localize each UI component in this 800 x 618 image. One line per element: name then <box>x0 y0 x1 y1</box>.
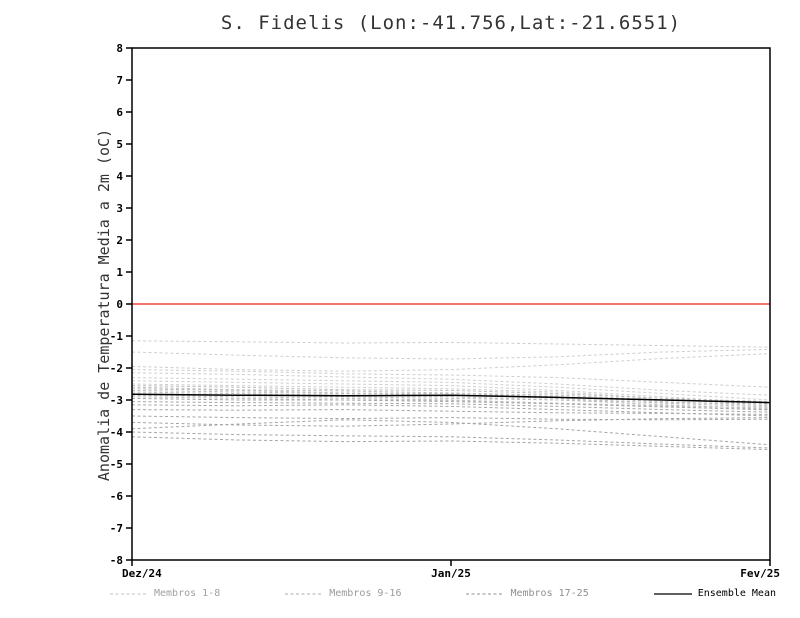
legend-label: Membros 17-25 <box>510 588 589 599</box>
legend-line-sample <box>110 592 148 595</box>
ensemble-member-line <box>131 372 771 396</box>
y-tick-label: -1 <box>110 330 124 343</box>
plot-frame <box>131 47 771 561</box>
legend-line-sample <box>653 592 692 595</box>
y-tick-label: 2 <box>116 234 123 247</box>
ensemble-member-line <box>131 340 771 348</box>
ensemble-member-line <box>131 397 771 411</box>
ensemble-member-line <box>131 386 771 405</box>
ensemble-member-line <box>131 380 771 404</box>
y-tick-label: 3 <box>116 202 123 215</box>
ensemble-member-line <box>131 377 771 401</box>
ensemble-member-line <box>131 436 771 451</box>
ensemble-member-line <box>131 419 771 446</box>
chart-plot: -8 -7 -6 -5 -4 -3 -2 -1 0 1 2 3 4 5 6 7 8 Dez/24 Jan/25 Fev… <box>110 42 780 580</box>
y-tick-label: 7 <box>116 74 123 87</box>
ensemble-member-line <box>131 396 771 409</box>
ensemble-member-line <box>131 353 771 372</box>
legend-item-membros-9-16: Membros 9-16 <box>285 588 401 599</box>
ensemble-member-line <box>131 348 771 360</box>
legend-label: Membros 9-16 <box>329 588 402 599</box>
ensemble-member-line <box>131 417 771 427</box>
x-tick-label: Fev/25 <box>740 567 780 580</box>
y-tick-label: -4 <box>110 426 124 439</box>
legend-item-membros-17-25: Membros 17-25 <box>466 588 589 599</box>
y-tick-label: -5 <box>110 458 123 471</box>
ensemble-member-line <box>131 394 771 411</box>
legend-item-membros-1-8: Membros 1-8 <box>110 588 220 599</box>
ensemble-member-line <box>131 404 771 417</box>
chart-legend: Membros 1-8 Membros 9-16 Membros 17-25 E… <box>110 588 776 599</box>
ensemble-mean-line <box>131 393 771 404</box>
y-tick-label: 8 <box>116 42 123 55</box>
ensemble-member-line <box>131 401 771 413</box>
ensemble-member-line <box>131 388 771 407</box>
y-tick-label: 1 <box>116 266 123 279</box>
y-tick-label: 5 <box>116 138 123 151</box>
y-tick-label: 0 <box>116 298 123 311</box>
x-tick-label: Dez/24 <box>122 567 162 580</box>
y-tick-label: -6 <box>110 490 124 503</box>
y-tick-label: -8 <box>110 554 123 567</box>
legend-line-sample <box>285 592 324 595</box>
ensemble-member-line <box>131 431 771 449</box>
chart-title: S. Fidelis (Lon:-41.756,Lat:-21.6551) <box>220 12 682 34</box>
ensemble-member-line <box>131 391 771 410</box>
y-tick-label: 6 <box>116 106 123 119</box>
ensemble-member-line <box>131 369 771 388</box>
legend-item-ensemble-mean: Ensemble Mean <box>653 588 776 599</box>
x-tick-label: Jan/25 <box>431 567 471 580</box>
ensemble-member-line <box>131 385 771 403</box>
y-tick-label: -3 <box>110 394 123 407</box>
y-tick-label: -2 <box>110 362 123 375</box>
legend-label: Ensemble Mean <box>697 588 776 599</box>
ensemble-member-line <box>131 415 771 421</box>
y-tick-label: -7 <box>110 522 123 535</box>
legend-line-sample <box>466 592 505 595</box>
legend-label: Membros 1-8 <box>154 588 221 599</box>
ensemble-member-line <box>131 383 771 406</box>
y-tick-label: 4 <box>116 170 123 183</box>
ensemble-member-line <box>131 409 771 415</box>
